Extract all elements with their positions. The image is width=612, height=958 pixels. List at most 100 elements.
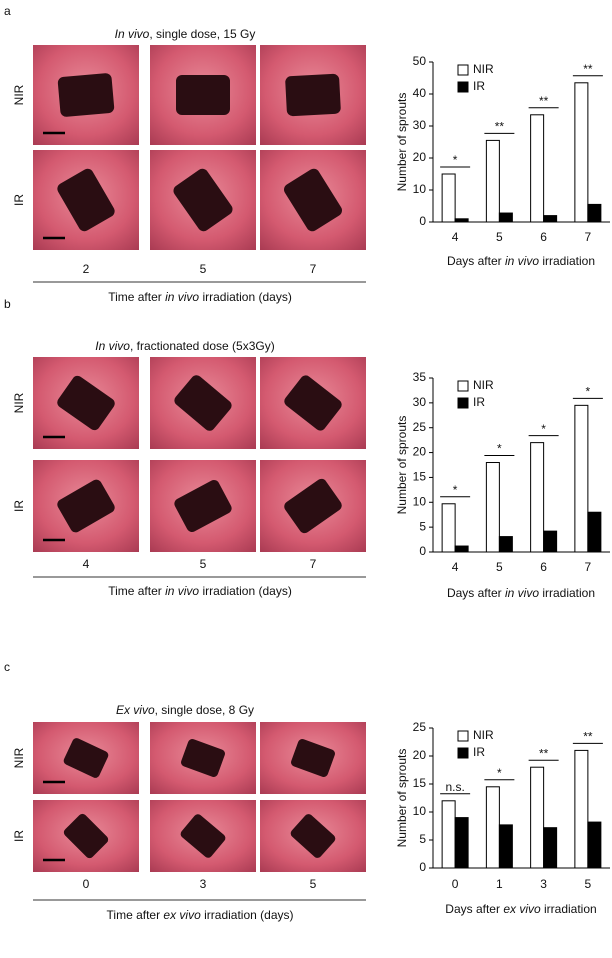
bar: [543, 827, 558, 869]
bar: [543, 530, 558, 553]
tissue-explant: [57, 73, 115, 117]
x-axis-label-part: in vivo: [505, 254, 539, 268]
time-axis-label: Time after ex vivo irradiation (days): [107, 908, 294, 922]
significance-label: **: [539, 94, 549, 108]
x-axis-label-part: irradiation: [539, 254, 595, 268]
tissue-explant: [63, 738, 109, 778]
bar: [587, 511, 602, 553]
time-axis-label: Time after in vivo irradiation (days): [108, 290, 292, 304]
tissue-explant: [174, 480, 232, 532]
y-tick-label: 30: [413, 395, 427, 409]
row-label: NIR: [12, 747, 26, 768]
column-label: 2: [83, 262, 90, 276]
y-tick-label: 50: [413, 54, 427, 68]
x-tick-label: 7: [585, 560, 592, 574]
bar: [498, 536, 513, 553]
tissue-explant: [291, 739, 335, 777]
y-tick-label: 0: [419, 214, 426, 228]
legend-swatch: [457, 747, 469, 759]
tissue-explant: [57, 168, 115, 232]
time-axis-label-part: in vivo: [165, 290, 199, 304]
legend-label: NIR: [473, 728, 494, 742]
legend-label: NIR: [473, 378, 494, 392]
x-tick-label: 7: [585, 230, 592, 244]
legend-swatch: [457, 397, 469, 409]
y-tick-label: 35: [413, 370, 427, 384]
panel-letter: c: [4, 660, 10, 674]
y-axis-label: Number of sprouts: [395, 93, 409, 192]
y-tick-label: 40: [413, 86, 427, 100]
column-label: 5: [200, 557, 207, 571]
bar: [587, 821, 602, 869]
y-tick-label: 5: [419, 519, 426, 533]
significance-label: **: [539, 746, 549, 760]
bar: [485, 462, 500, 553]
panel-title-part: In vivo: [115, 27, 150, 41]
significance-label: *: [586, 385, 591, 399]
bar: [454, 218, 469, 223]
y-tick-label: 15: [413, 470, 427, 484]
bar: [498, 212, 513, 223]
row-label: IR: [12, 830, 26, 842]
y-tick-label: 0: [419, 544, 426, 558]
significance-label: *: [541, 422, 546, 436]
significance-label: *: [453, 153, 458, 167]
panel-title: Ex vivo, single dose, 8 Gy: [116, 703, 254, 717]
y-tick-label: 25: [413, 420, 427, 434]
panel-letter: a: [4, 4, 11, 18]
x-axis-label-part: irradiation: [541, 902, 597, 916]
y-tick-label: 20: [413, 445, 427, 459]
column-label: 5: [310, 877, 317, 891]
y-tick-label: 5: [419, 832, 426, 846]
time-axis-label-part: in vivo: [165, 584, 199, 598]
legend-swatch: [457, 380, 469, 392]
x-tick-label: 5: [496, 560, 503, 574]
column-label: 4: [83, 557, 90, 571]
row-label: NIR: [12, 84, 26, 105]
y-tick-label: 10: [413, 182, 427, 196]
time-axis-label-part: Time after: [107, 908, 164, 922]
time-axis-label-part: irradiation (days): [199, 290, 292, 304]
x-tick-label: 3: [540, 877, 547, 891]
x-axis-label: Days after ex vivo irradiation: [445, 902, 596, 916]
bar: [587, 203, 602, 223]
bar: [485, 139, 500, 223]
legend-label: NIR: [473, 62, 494, 76]
bar: [530, 442, 545, 553]
significance-label: *: [497, 766, 502, 780]
panel-title-part: , single dose, 15 Gy: [149, 27, 255, 41]
x-tick-label: 6: [540, 230, 547, 244]
row-label: IR: [12, 500, 26, 512]
x-axis-label-part: Days after: [445, 902, 503, 916]
significance-label: **: [583, 62, 593, 76]
tissue-explant: [176, 75, 230, 115]
time-axis-label: Time after in vivo irradiation (days): [108, 584, 292, 598]
column-label: 0: [83, 877, 90, 891]
panel-title-part: In vivo: [95, 339, 130, 353]
column-label: 3: [200, 877, 207, 891]
x-axis-label-part: irradiation: [539, 586, 595, 600]
tissue-explant: [284, 478, 342, 534]
bar: [485, 786, 500, 869]
tissue-explant: [63, 813, 109, 859]
legend-label: IR: [473, 79, 485, 93]
bar: [574, 82, 589, 223]
tissue-explant: [174, 375, 232, 431]
y-tick-label: 25: [413, 720, 427, 734]
time-axis-label-part: ex vivo: [163, 908, 201, 922]
x-tick-label: 0: [452, 877, 459, 891]
legend-swatch: [457, 81, 469, 93]
x-axis-label-part: in vivo: [505, 586, 539, 600]
x-tick-label: 1: [496, 877, 503, 891]
bar: [498, 824, 513, 869]
tissue-explant: [290, 814, 336, 858]
x-axis-label: Days after in vivo irradiation: [447, 586, 595, 600]
x-tick-label: 5: [496, 230, 503, 244]
bar: [574, 749, 589, 869]
significance-label: *: [497, 442, 502, 456]
tissue-explant: [57, 375, 115, 431]
legend-swatch: [457, 64, 469, 76]
row-label: NIR: [12, 392, 26, 413]
panel-title: In vivo, single dose, 15 Gy: [115, 27, 256, 41]
